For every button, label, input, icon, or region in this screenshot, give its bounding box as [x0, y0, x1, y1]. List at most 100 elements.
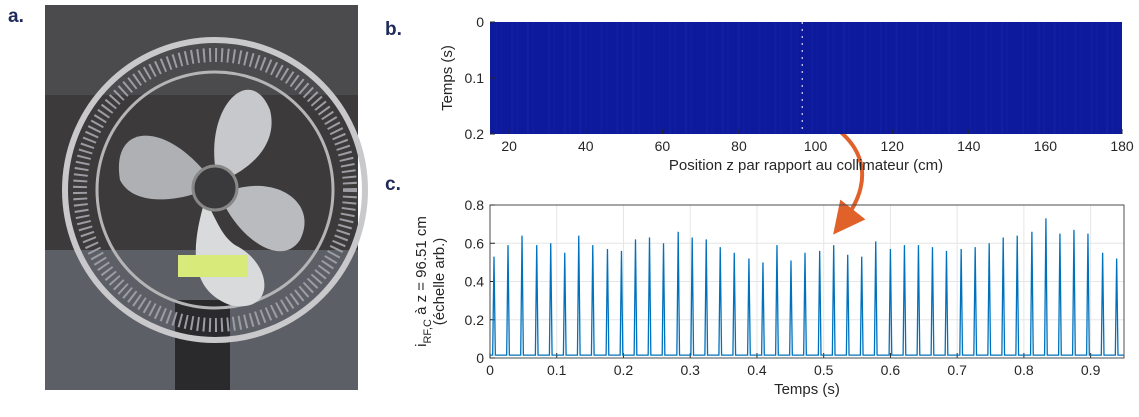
heatmap-stripe: [869, 22, 872, 134]
x-tick-label: 0.1: [547, 362, 567, 378]
y-label-sub: RF,C: [422, 319, 434, 344]
heatmap-stripe: [974, 22, 977, 134]
heatmap-stripe: [1037, 22, 1040, 134]
y-tick-label: 0: [476, 14, 484, 30]
heatmap-stripe: [1027, 22, 1030, 134]
heatmap-stripe: [579, 22, 582, 134]
x-tick-label: 0.7: [947, 362, 967, 378]
heatmap-stripe: [1116, 22, 1119, 134]
heatmap-stripe: [716, 22, 719, 134]
heatmap-stripe: [505, 22, 508, 134]
heatmap-stripe: [969, 22, 972, 134]
heatmap-stripe: [637, 22, 640, 134]
heatmap-stripe: [1079, 22, 1082, 134]
heatmap-stripe: [906, 22, 909, 134]
heatmap-stripe: [763, 22, 766, 134]
heatmap-stripe: [1053, 22, 1056, 134]
x-tick-label: 40: [578, 138, 594, 154]
heatmap-stripe: [705, 22, 708, 134]
heatmap-stripe: [721, 22, 724, 134]
heatmap-stripe: [937, 22, 940, 134]
heatmap-stripe: [832, 22, 835, 134]
x-tick-label: 120: [881, 138, 905, 154]
heatmap-stripe: [811, 22, 814, 134]
y-tick-label: 0.2: [465, 312, 485, 328]
heatmap-stripe: [1021, 22, 1024, 134]
heatmap-stripe: [927, 22, 930, 134]
heatmap-stripe: [1000, 22, 1003, 134]
heatmap-stripe: [590, 22, 593, 134]
heatmap-stripe: [1095, 22, 1098, 134]
heatmap-stripe: [495, 22, 498, 134]
x-tick-label: 140: [957, 138, 981, 154]
plot-frame: [489, 204, 1125, 359]
heatmap-stripe: [521, 22, 524, 134]
x-tick-label: 80: [731, 138, 747, 154]
y-tick-label: 0.8: [465, 197, 485, 213]
panel-label: a.: [8, 6, 24, 27]
heatmap-stripe: [995, 22, 998, 134]
y-tick-label: 0.4: [465, 274, 485, 290]
x-axis-label: Position z par rapport au collimateur (c…: [669, 157, 943, 174]
y-tick-label: 0: [476, 350, 484, 366]
heatmap-stripe: [953, 22, 956, 134]
heatmap-stripe: [605, 22, 608, 134]
x-tick-label: 0.3: [680, 362, 700, 378]
heatmap-stripe: [1064, 22, 1067, 134]
heatmap-stripe: [642, 22, 645, 134]
heatmap-stripe: [790, 22, 793, 134]
x-tick-label: 0.5: [814, 362, 834, 378]
heatmap-stripe: [732, 22, 735, 134]
heatmap-stripe: [774, 22, 777, 134]
x-tick-label: 0.6: [881, 362, 901, 378]
y-axis-label: iRF,C à z = 96.51 cm: [413, 216, 434, 347]
heatmap-stripe: [816, 22, 819, 134]
y-tick-label: 0.2: [465, 126, 485, 142]
heatmap-stripe: [600, 22, 603, 134]
heatmap-stripe: [658, 22, 661, 134]
heatmap-stripe: [611, 22, 614, 134]
heatmap-stripe: [942, 22, 945, 134]
heatmap-stripe: [769, 22, 772, 134]
heatmap-stripe: [784, 22, 787, 134]
heatmap-stripe: [874, 22, 877, 134]
heatmap-stripe: [1006, 22, 1009, 134]
heatmap-stripe: [795, 22, 798, 134]
heatmap-stripe: [879, 22, 882, 134]
heatmap-stripe: [958, 22, 961, 134]
heatmap-stripe: [779, 22, 782, 134]
heatmap-stripe: [916, 22, 919, 134]
photo: [45, 5, 368, 390]
data-line: [490, 218, 1124, 356]
y-tick-label: 0.6: [465, 235, 485, 251]
heatmap-stripe: [1032, 22, 1035, 134]
heatmap-stripe: [1043, 22, 1045, 134]
heatmap-stripe: [742, 22, 745, 134]
heatmap-stripe: [948, 22, 951, 134]
heatmap-stripe: [616, 22, 619, 134]
heatmap-stripe: [1048, 22, 1051, 134]
heatmap-stripe: [900, 22, 903, 134]
heatmap-stripe: [1011, 22, 1014, 134]
x-tick-label: 0.9: [1081, 362, 1101, 378]
heatmap-stripe: [727, 22, 729, 134]
heatmap-stripe: [711, 22, 714, 134]
heatmap-stripe: [511, 22, 514, 134]
heatmap-stripe: [932, 22, 935, 134]
heatmap-stripe: [885, 22, 887, 134]
heatmap-stripe: [537, 22, 540, 134]
x-tick-label: 20: [501, 138, 517, 154]
heatmap-stripe: [1058, 22, 1061, 134]
heatmap-stripe: [1100, 22, 1103, 134]
heatmap-stripe: [737, 22, 740, 134]
x-axis-label: Temps (s): [774, 381, 840, 398]
heatmap-stripe: [558, 22, 561, 134]
heatmap-stripe: [516, 22, 519, 134]
x-tick-label: 0.4: [747, 362, 767, 378]
heatmap-stripe: [1090, 22, 1093, 134]
heatmap-stripe: [500, 22, 503, 134]
heatmap-stripe: [663, 22, 666, 134]
heatmap-stripe: [1111, 22, 1114, 134]
heatmap-stripe: [532, 22, 535, 134]
